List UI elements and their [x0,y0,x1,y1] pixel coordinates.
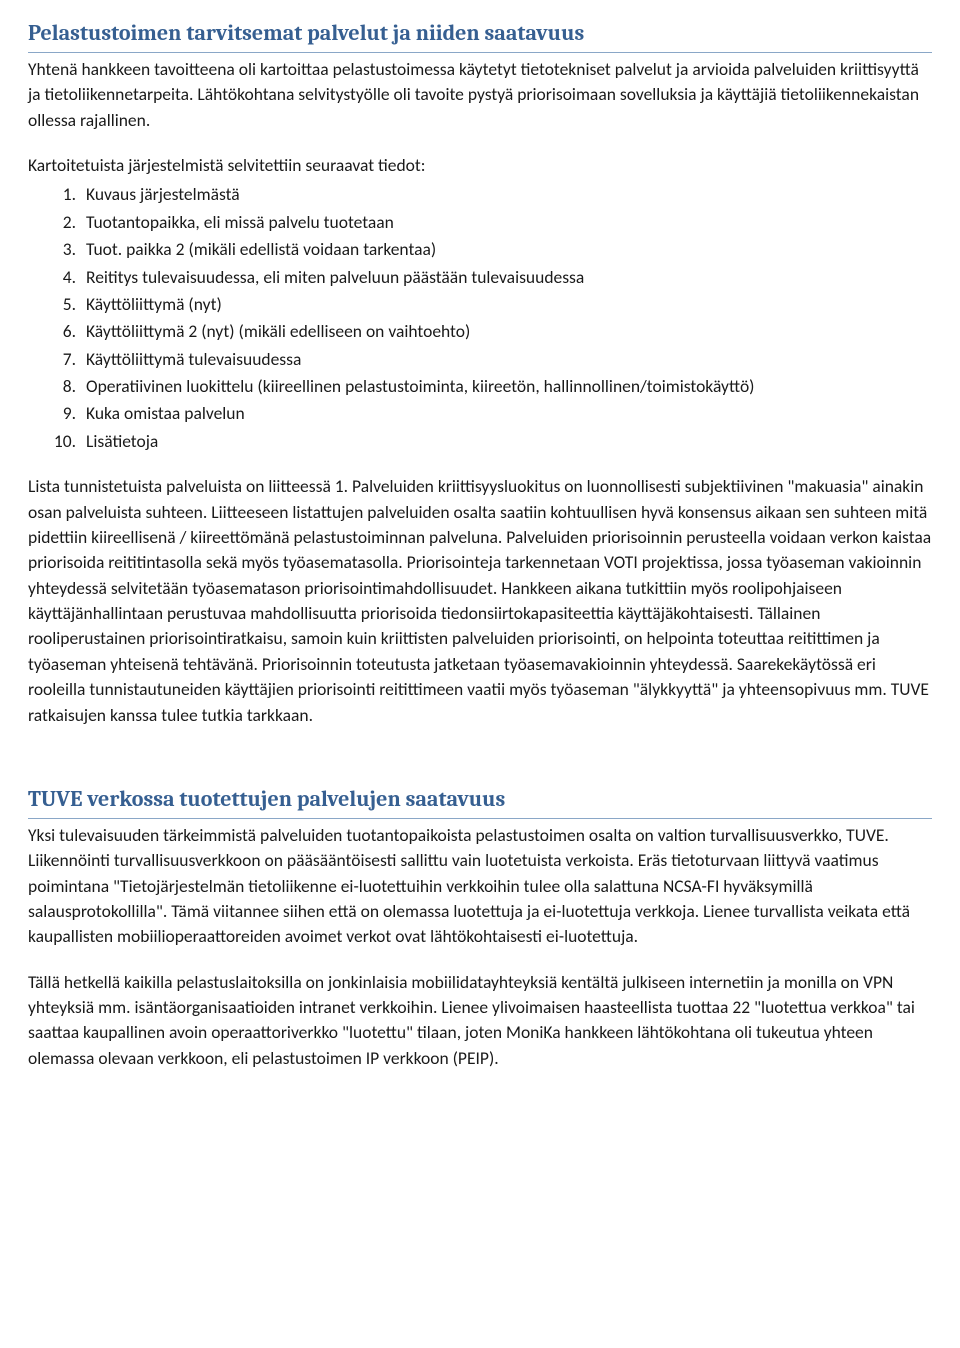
section1-para2: Kartoitetuista järjestelmistä selvitetti… [28,153,932,178]
section2-heading: TUVE verkossa tuotettujen palvelujen saa… [28,784,932,819]
list-item: Kuka omistaa palvelun [80,401,932,426]
list-item: Käyttöliittymä tulevaisuudessa [80,347,932,372]
section2-para1: Yksi tulevaisuuden tärkeimmistä palvelui… [28,823,932,950]
section1-list: Kuvaus järjestelmästä Tuotantopaikka, el… [28,182,932,454]
section-spacer [28,748,932,784]
list-item: Kuvaus järjestelmästä [80,182,932,207]
list-item: Operatiivinen luokittelu (kiireellinen p… [80,374,932,399]
list-item: Tuot. paikka 2 (mikäli edellistä voidaan… [80,237,932,262]
section1-heading: Pelastustoimen tarvitsemat palvelut ja n… [28,18,932,53]
list-item: Lisätietoja [80,429,932,454]
section2-para2: Tällä hetkellä kaikilla pelastuslaitoksi… [28,970,932,1072]
section1-para3: Lista tunnistetuista palveluista on liit… [28,474,932,728]
section1-para1: Yhtenä hankkeen tavoitteena oli kartoitt… [28,57,932,133]
list-item: Käyttöliittymä (nyt) [80,292,932,317]
list-item: Käyttöliittymä 2 (nyt) (mikäli edellisee… [80,319,932,344]
list-item: Reititys tulevaisuudessa, eli miten palv… [80,265,932,290]
list-item: Tuotantopaikka, eli missä palvelu tuotet… [80,210,932,235]
